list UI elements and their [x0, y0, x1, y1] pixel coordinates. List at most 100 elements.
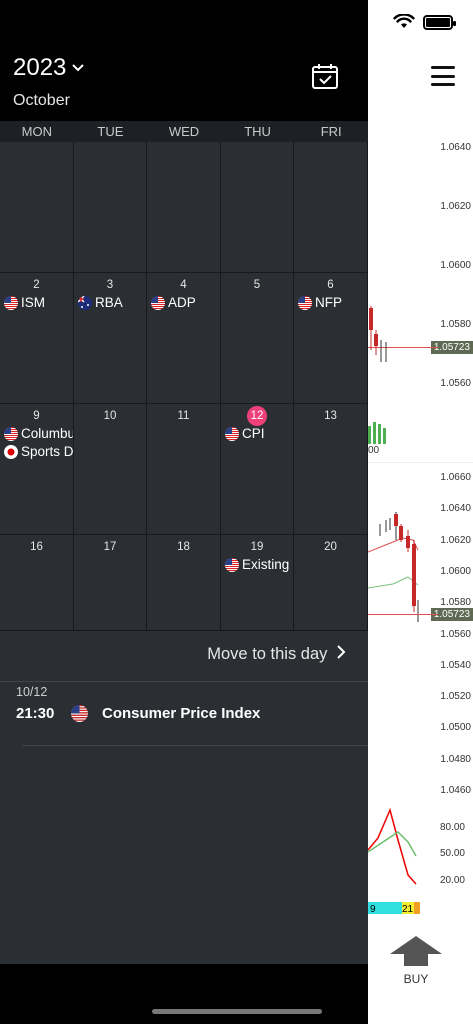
calendar-day-cell[interactable]: 3 RBA	[74, 273, 147, 404]
calendar-day-cell[interactable]: 20	[294, 535, 368, 631]
calendar-event[interactable]: ISM	[4, 295, 45, 310]
us-flag-icon	[298, 295, 312, 310]
day-number: 9	[33, 410, 40, 422]
calendar-event[interactable]: Columbus Day	[4, 426, 73, 441]
arrow-up-icon	[390, 936, 442, 966]
drawer-footer	[0, 964, 368, 1024]
day-number: 3	[106, 279, 114, 291]
day-number: 19	[250, 541, 264, 553]
price-tick-label: 1.0580	[440, 319, 471, 330]
event-label: Columbus Day	[21, 426, 73, 441]
order-bar: BUY	[368, 914, 473, 1024]
year-selector[interactable]: 2023	[13, 54, 85, 82]
price-tick-label: 1.0580	[440, 597, 471, 609]
buy-label: BUY	[403, 972, 429, 986]
day-detail-panel: Move to this day 10/12 21:30 Consumer Pr…	[0, 631, 368, 964]
weekday-wed: WED	[168, 124, 200, 139]
calendar-check-icon[interactable]	[311, 62, 339, 90]
status-bar	[393, 14, 456, 30]
calendar-day-cell[interactable]: 6 NFP	[294, 273, 368, 404]
calendar-event[interactable]: RBA	[78, 295, 123, 310]
hamburger-menu-icon[interactable]	[431, 66, 455, 86]
calendar-day-cell[interactable]: 13	[294, 404, 368, 535]
calendar-day-cell[interactable]	[147, 142, 221, 273]
calendar-day-cell[interactable]	[294, 142, 368, 273]
event-row[interactable]: 21:30 Consumer Price Index	[16, 703, 356, 727]
day-number: 18	[177, 541, 190, 553]
calendar-day-cell[interactable]: 16	[0, 535, 74, 631]
day-number: 2	[33, 279, 40, 291]
price-tick-label: 1.0560	[440, 378, 471, 389]
price-tick-label: 1.0480	[440, 753, 471, 765]
volume-bars	[368, 422, 386, 444]
day-number: 5	[253, 279, 261, 291]
calendar-event[interactable]: Sports Day	[4, 444, 74, 459]
chevron-right-icon	[337, 645, 346, 659]
current-price-tag-top: 1.05723	[430, 341, 473, 354]
price-tick-label: 1.0560	[440, 628, 471, 640]
calendar-event[interactable]: NFP	[298, 295, 342, 310]
battery-icon	[423, 14, 456, 30]
calendar-day-cell[interactable]	[0, 142, 74, 273]
event-label: Sports Day	[21, 444, 74, 459]
us-flag-icon	[225, 557, 239, 572]
us-flag-icon	[71, 705, 88, 722]
day-number: 4	[180, 279, 187, 291]
calendar-event[interactable]: Existing Home Sales	[225, 557, 293, 572]
weekday-tue: TUE	[97, 124, 124, 139]
weekday-thu: THU	[244, 124, 271, 139]
drawer-header: 2023 October	[0, 0, 368, 121]
economic-calendar-drawer: 2023 October MON TUE WED THU FRI 2 ISM 3 RB…	[0, 0, 368, 1024]
pane-divider	[368, 462, 473, 463]
osc-label-80: 80.00	[439, 822, 465, 833]
calendar-event[interactable]: CPI	[225, 426, 265, 441]
price-tick-label: 1.0520	[440, 691, 471, 703]
day-number: 11	[177, 410, 190, 422]
current-price-line-top	[368, 347, 438, 348]
day-number: 20	[324, 541, 337, 553]
price-tick-label: 1.0460	[440, 785, 471, 796]
calendar-day-cell[interactable]: 2 ISM	[0, 273, 74, 404]
jp-flag-icon	[4, 444, 18, 459]
calendar-day-cell[interactable]: 5	[221, 273, 294, 404]
day-number: 17	[103, 541, 117, 553]
divider	[0, 681, 368, 682]
event-label: ADP	[168, 295, 196, 310]
volume-label: 00	[368, 445, 380, 456]
calendar-day-cell[interactable]: 12 CPI	[221, 404, 294, 535]
buy-button[interactable]: BUY	[388, 934, 444, 994]
candles-top	[369, 306, 387, 362]
calendar-day-cell[interactable]	[221, 142, 294, 273]
calendar-event[interactable]: ADP	[151, 295, 196, 310]
current-price-line-main	[368, 614, 438, 615]
us-flag-icon	[151, 295, 165, 310]
calendar-day-cell[interactable]: 19 Existing Home Sales	[221, 535, 294, 631]
us-flag-icon	[4, 295, 18, 310]
event-name: Consumer Price Index	[102, 705, 261, 722]
calendar-day-cell[interactable]	[74, 142, 147, 273]
divider	[22, 745, 368, 746]
current-price-tag-main: 1.05723	[430, 608, 473, 621]
us-flag-icon	[225, 426, 239, 441]
day-number: 13	[324, 410, 337, 422]
calendar-day-cell[interactable]: 9 Columbus Day Sports Day	[0, 404, 74, 535]
price-tick-label: 1.0640	[440, 142, 471, 153]
event-label: NFP	[315, 295, 342, 310]
calendar-day-cell[interactable]: 10	[74, 404, 147, 535]
calendar-day-cell[interactable]: 18	[147, 535, 221, 631]
wifi-icon	[393, 14, 415, 28]
event-date: 10/12	[16, 685, 48, 699]
price-tick-label: 1.0600	[440, 260, 471, 271]
event-label: ISM	[21, 295, 46, 310]
calendar-day-cell[interactable]: 17	[74, 535, 147, 631]
au-flag-icon	[78, 295, 92, 310]
move-to-day-button[interactable]: Move to this day	[207, 645, 346, 664]
chevron-down-icon	[72, 64, 85, 72]
weekday-mon: MON	[21, 124, 52, 139]
day-number: 10	[103, 410, 117, 422]
calendar-day-cell[interactable]: 11	[147, 404, 221, 535]
event-time: 21:30	[16, 705, 55, 722]
price-tick-label: 1.0600	[440, 565, 471, 577]
calendar-day-cell[interactable]: 4 ADP	[147, 273, 221, 404]
